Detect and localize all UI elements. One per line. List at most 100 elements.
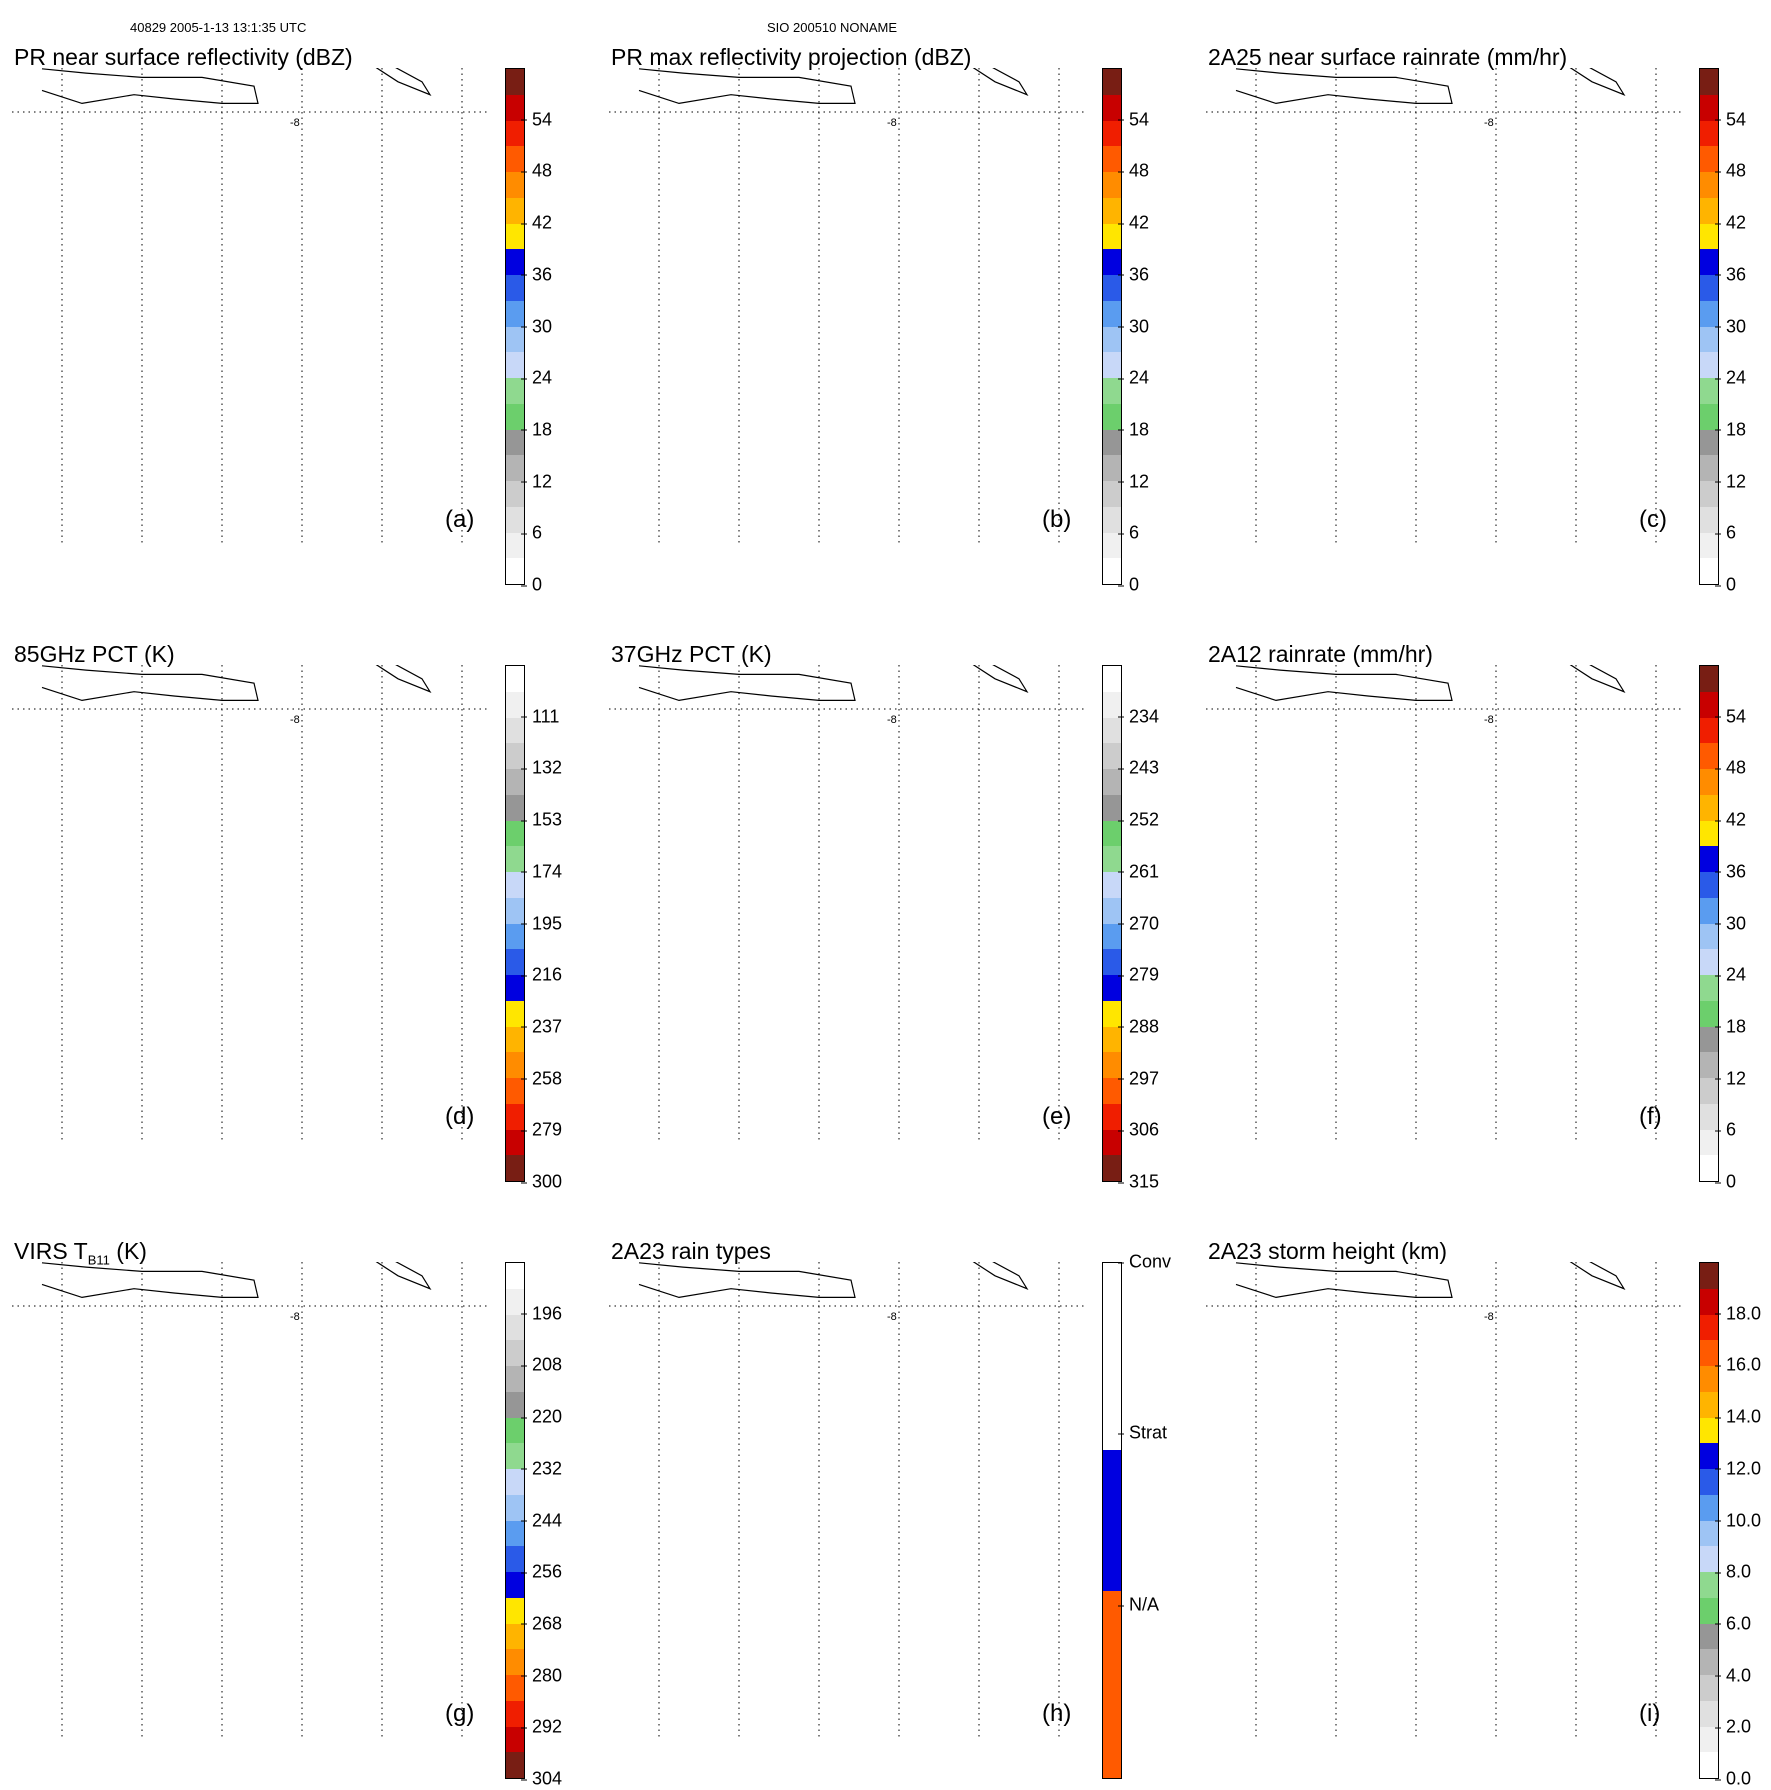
colorbar-segment [1700, 455, 1718, 481]
lat-label: -8 [290, 714, 300, 726]
lat-label: -8 [887, 117, 897, 129]
panel-b: 118120122124126128-8-10-12-14-16-18PR ma… [597, 24, 1149, 595]
colorbar-tick: 24 [1714, 367, 1747, 388]
colorbar-segment [506, 532, 524, 559]
colorbar-segment [1103, 223, 1121, 250]
colorbar-segment [1103, 1543, 1121, 1591]
colorbar-tick: 258 [520, 1068, 563, 1089]
colorbar-tick: 243 [1117, 757, 1160, 778]
colorbar-segment [1103, 1000, 1121, 1027]
colorbar-segment [1700, 1469, 1718, 1495]
colorbar-tick: 18 [1117, 419, 1150, 440]
colorbar-tick: Conv [1117, 1251, 1172, 1272]
colorbar-tick: 237 [520, 1016, 563, 1037]
colorbar-segment [506, 1700, 524, 1727]
colorbar-tick: 48 [1714, 757, 1747, 778]
colorbar [505, 665, 525, 1182]
colorbar-tick: 6 [1117, 522, 1140, 543]
colorbar-tick: 195 [520, 913, 563, 933]
colorbar-segment [1700, 1623, 1718, 1650]
colorbar-segment [506, 352, 524, 378]
colorbar-segment [1700, 378, 1718, 404]
map-svg: 118120122124126128-8-10-12-14-16-18 [609, 1262, 1084, 1737]
colorbar-segment [506, 506, 524, 533]
colorbar-segment [1700, 1129, 1718, 1156]
map-svg: 118120122124126128-8-10-12-14-16-18 [609, 68, 1084, 543]
panel-title-text: 2A25 near surface rainrate (mm/hr) [1208, 44, 1568, 70]
colorbar-tick: 16.0 [1714, 1354, 1762, 1375]
colorbar-segment [506, 846, 524, 872]
map-svg: 118120122124126128-8-10-12-14-16-18 [609, 665, 1084, 1140]
colorbar-segment [506, 820, 524, 847]
colorbar-segment [506, 1263, 524, 1289]
colorbar-segment [506, 223, 524, 250]
panel-title: 85GHz PCT (K) [14, 641, 175, 668]
colorbar-tick: 220 [520, 1406, 563, 1427]
colorbar-segment [1700, 897, 1718, 924]
colorbar-tick: 280 [520, 1665, 563, 1686]
colorbar-segment [1700, 506, 1718, 533]
colorbar-segment [1103, 717, 1121, 744]
colorbar-segment [1700, 558, 1718, 584]
colorbar-segment [1103, 197, 1121, 224]
colorbar-segment [506, 1340, 524, 1366]
map-area: 118120122124126128-8-10-12-14-16-18 [1206, 1262, 1681, 1737]
colorbar-tick: 0 [520, 574, 543, 595]
colorbar-segment [1103, 275, 1121, 301]
lat-label: -8 [887, 1311, 897, 1323]
colorbar-tick: 153 [520, 809, 563, 830]
colorbar-tick: 12 [1714, 1068, 1747, 1089]
panel-title-text: VIRS T [14, 1238, 88, 1264]
colorbar-segment [1700, 872, 1718, 898]
colorbar [1699, 665, 1719, 1182]
colorbar-segment [1103, 120, 1121, 147]
colorbar-segment [506, 1443, 524, 1469]
lat-label: -8 [1484, 714, 1494, 726]
colorbar-segment [1700, 1597, 1718, 1624]
colorbar-segment [1103, 1103, 1121, 1130]
colorbar-segment [506, 249, 524, 275]
colorbar-segment [1700, 223, 1718, 250]
colorbar-tick: 30 [1714, 316, 1747, 336]
colorbar-segment [1103, 897, 1121, 924]
colorbar-segment [506, 481, 524, 507]
colorbar-segment [1103, 1026, 1121, 1053]
colorbar-segment [1103, 846, 1121, 872]
colorbar-tick: 0 [1714, 574, 1737, 595]
colorbar-segment [1700, 1314, 1718, 1341]
colorbar-segment [1700, 120, 1718, 147]
colorbar-segment [1700, 249, 1718, 275]
panel-d: 118120122124126128-8-10-12-14-16-1885GHz… [0, 621, 562, 1192]
colorbar-segment [1700, 275, 1718, 301]
colorbar-segment [1103, 69, 1121, 95]
panel-h: 118120122124126128-8-10-12-14-16-182A23 … [597, 1218, 1171, 1779]
panel-f: 118120122124126128-8-10-12-14-16-182A12 … [1194, 621, 1746, 1192]
panel-title: 2A23 storm height (km) [1208, 1238, 1447, 1265]
colorbar-segment [1103, 146, 1121, 172]
colorbar-segment [1700, 1263, 1718, 1289]
colorbar-segment [1700, 69, 1718, 95]
colorbar-tick: 12 [1714, 471, 1747, 492]
colorbar-segment [1103, 769, 1121, 795]
colorbar-segment [1700, 1155, 1718, 1181]
colorbar-tick: 0 [1714, 1171, 1737, 1192]
colorbar-segment [506, 378, 524, 404]
map-area: 118120122124126128-8-10-12-14-16-18 [1206, 665, 1681, 1140]
colorbar-tick: 12.0 [1714, 1458, 1762, 1479]
colorbar-segment [1700, 666, 1718, 692]
panel-label: (h) [1042, 1700, 1072, 1727]
colorbar-segment [1700, 300, 1718, 327]
panel-title-text: 2A12 rainrate (mm/hr) [1208, 641, 1433, 667]
colorbar-segment [1700, 1391, 1718, 1418]
colorbar-tick: 42 [1117, 212, 1150, 233]
colorbar-segment [1103, 352, 1121, 378]
colorbar-tick: N/A [1117, 1594, 1160, 1615]
colorbar-tick: 252 [1117, 809, 1160, 830]
colorbar-segment [506, 1494, 524, 1521]
colorbar-tick: 6 [520, 522, 543, 543]
colorbar-segment [506, 897, 524, 924]
colorbar-segment [1700, 1078, 1718, 1104]
colorbar-segment [506, 1000, 524, 1027]
colorbar-segment [1700, 1000, 1718, 1027]
map-area: 118120122124126128-8-10-12-14-16-18 [12, 665, 487, 1140]
